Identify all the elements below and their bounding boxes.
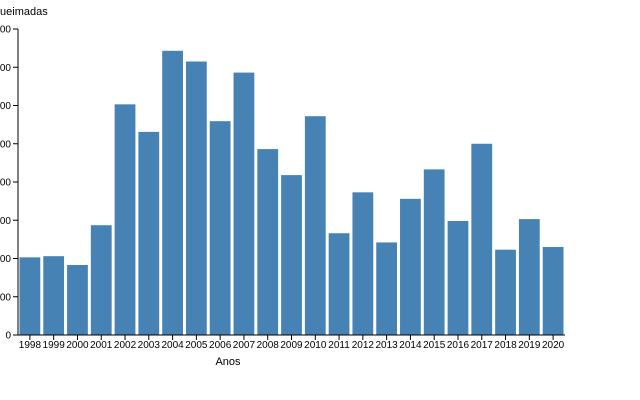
y-axis-title: Número de Queimadas [0, 6, 48, 18]
x-tick-label: 2014 [399, 340, 422, 351]
x-tick-label: 2019 [518, 340, 541, 351]
y-tick-label: 1,000 [0, 292, 11, 303]
bar-2016 [447, 221, 469, 335]
bar-2009 [281, 175, 302, 335]
x-tick-label: 2006 [209, 340, 232, 351]
y-tick-label: 6,000 [0, 101, 11, 112]
bar-2000 [67, 265, 88, 335]
x-axis: 1998 1999 2000 2001 2002 2003 2004 2005 2006 2007… [18, 334, 565, 351]
bar-2019 [518, 219, 540, 335]
bar-2007 [233, 72, 255, 335]
y-axis: 0 1,000 2,000 3,000 4,000 5,000 6,000 7,000 8,00… [0, 25, 19, 342]
x-tick-label: 2015 [423, 340, 446, 351]
bar-2017 [471, 143, 493, 335]
x-tick-label: 1998 [19, 340, 42, 351]
x-tick-label: 2008 [257, 340, 280, 351]
x-tick-label: 2001 [90, 340, 113, 351]
x-tick-label: 2020 [542, 340, 565, 351]
bar-2008 [257, 149, 279, 335]
bar-2014 [400, 198, 421, 335]
bar-2018 [495, 249, 516, 335]
bar-2005 [185, 61, 207, 335]
x-tick-label: 2013 [376, 340, 399, 351]
x-tick-label: 2018 [494, 340, 517, 351]
bar-2020 [542, 247, 564, 335]
x-tick-label: 2009 [280, 340, 303, 351]
y-tick-label: 8,000 [0, 25, 11, 36]
bar-2010 [304, 116, 326, 336]
y-tick-label: 7,000 [0, 63, 11, 74]
bar-1999 [43, 256, 65, 335]
bar-2003 [138, 131, 160, 335]
bar-2006 [209, 121, 231, 336]
bars-group [19, 50, 564, 336]
x-tick-label: 2010 [304, 340, 327, 351]
x-tick-label: 2017 [471, 340, 494, 351]
x-axis-title: Anos [215, 356, 241, 368]
y-tick-label: 2,000 [0, 254, 11, 265]
x-tick-label: 2005 [185, 340, 208, 351]
y-tick-label: 3,000 [0, 216, 11, 227]
x-tick-label: 2000 [66, 340, 89, 351]
x-tick-label: 2007 [233, 340, 256, 351]
bar-2015 [423, 169, 445, 335]
bar-2004 [162, 50, 183, 336]
bar-2001 [90, 225, 112, 335]
y-tick-label: 0 [5, 331, 11, 342]
bar-1998 [19, 257, 41, 335]
y-tick-label: 4,000 [0, 178, 11, 189]
x-tick-label: 1999 [43, 340, 66, 351]
y-tick-label: 5,000 [0, 139, 11, 150]
bar-2012 [352, 192, 374, 335]
x-tick-label: 2012 [352, 340, 375, 351]
bar-2002 [114, 104, 136, 335]
bar-2013 [376, 242, 398, 335]
x-tick-label: 2011 [328, 340, 350, 351]
x-tick-label: 2016 [447, 340, 470, 351]
bar-2011 [328, 233, 350, 335]
x-tick-label: 2004 [161, 340, 184, 351]
x-tick-label: 2002 [114, 340, 137, 351]
x-tick-label: 2003 [138, 340, 161, 351]
